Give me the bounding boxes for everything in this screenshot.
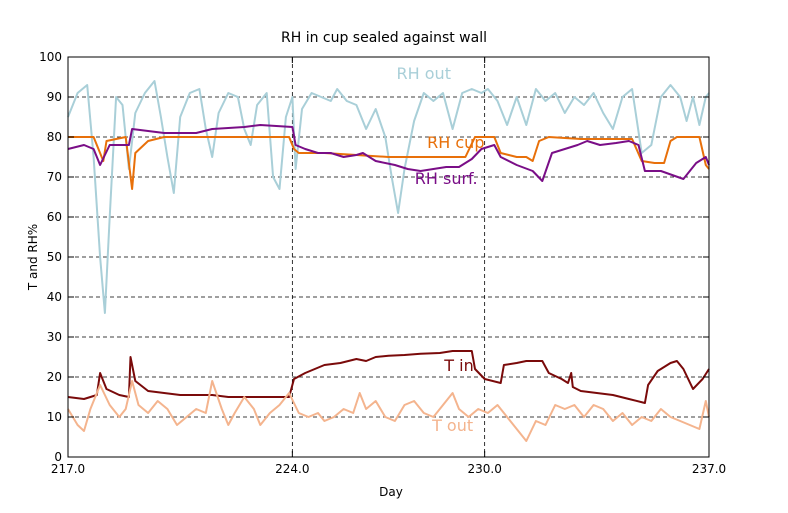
x-tick-label: 217.0 xyxy=(51,462,85,476)
x-tick-label: 230.0 xyxy=(467,462,501,476)
x-tick-label: 224.0 xyxy=(275,462,309,476)
y-tick-label: 40 xyxy=(47,290,62,304)
series-label-rh-cup: RH cup xyxy=(427,133,484,152)
series-label-rh-surf: RH surf. xyxy=(415,169,478,188)
series-label-t-in: T in xyxy=(443,356,473,375)
y-tick-label: 50 xyxy=(47,250,62,264)
y-tick-label: 30 xyxy=(47,330,62,344)
series-line-rh-out xyxy=(67,80,710,314)
y-tick-label: 80 xyxy=(47,130,62,144)
y-tick-label: 90 xyxy=(47,90,62,104)
x-tick-label: 237.0 xyxy=(692,462,726,476)
series-label-rh-out: RH out xyxy=(397,64,451,83)
axis-ticks: 0 10 20 30 40 50 60 70 80 90 100 217.0 224.0 230.0 237… xyxy=(39,50,726,476)
series-lines xyxy=(67,80,710,442)
series-line-t-out xyxy=(67,380,710,442)
y-tick-label: 20 xyxy=(47,370,62,384)
y-axis-title: T and RH% xyxy=(26,224,40,291)
series-label-t-out: T out xyxy=(431,416,473,435)
series-line-rh-cup xyxy=(68,136,710,190)
series-line-t-in xyxy=(67,350,710,404)
y-tick-label: 100 xyxy=(39,50,62,64)
series-labels: RH out RH cup RH surf. T in T out xyxy=(397,64,485,435)
series-line-rh-surf xyxy=(67,124,710,182)
y-tick-label: 0 xyxy=(54,450,62,464)
plot-frame xyxy=(67,56,710,458)
chart-title: RH in cup sealed against wall xyxy=(281,30,487,46)
y-tick-label: 70 xyxy=(47,170,62,184)
y-tick-label: 60 xyxy=(47,210,62,224)
y-tick-label: 10 xyxy=(47,410,62,424)
grid-lines xyxy=(68,57,709,457)
x-axis-title: Day xyxy=(379,485,403,499)
